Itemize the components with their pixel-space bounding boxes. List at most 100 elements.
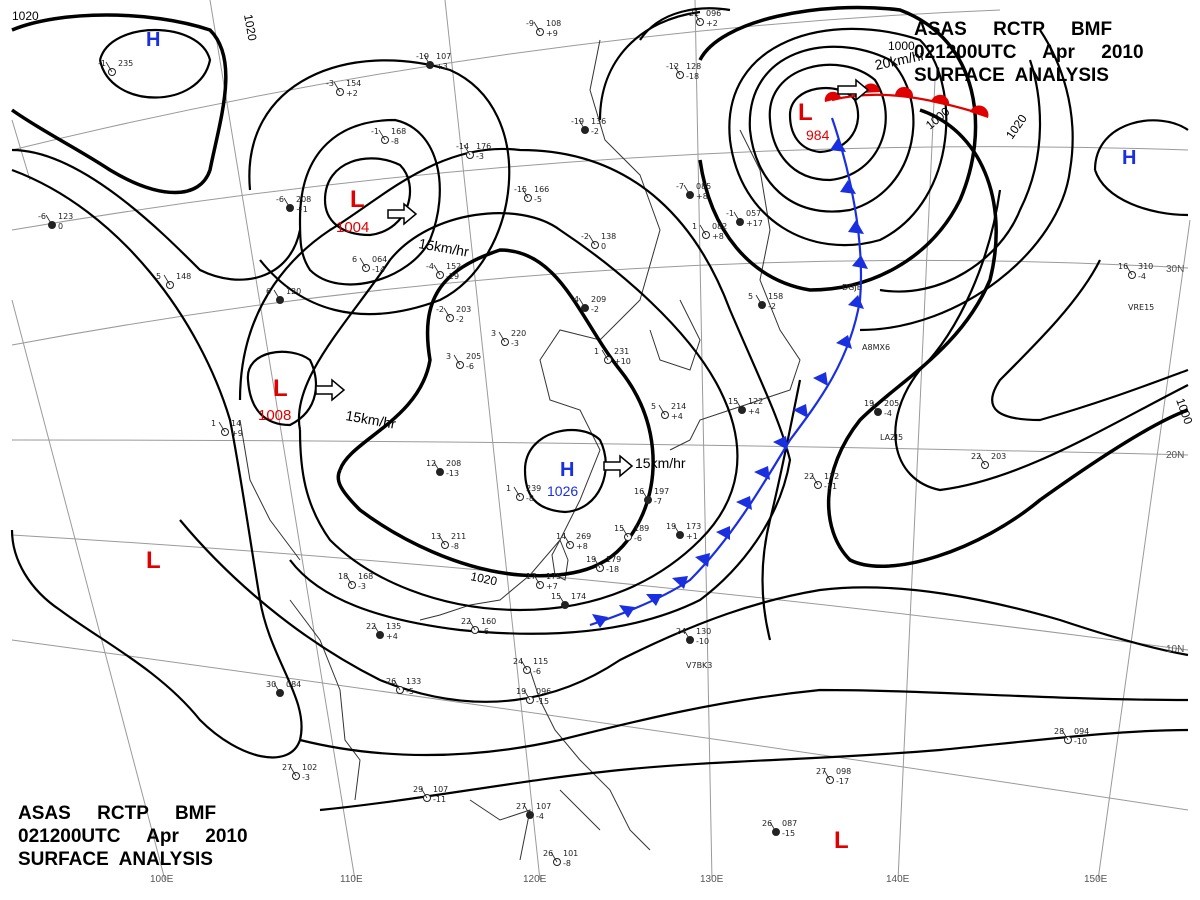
station-plot: 26 087-15	[762, 819, 797, 838]
station-temp: 3	[446, 352, 451, 361]
parallel-10n	[11, 534, 1189, 651]
wind-barb	[273, 289, 281, 301]
station-pressure: 189	[634, 524, 649, 533]
wind-barb	[378, 129, 386, 141]
parallel-0n	[11, 639, 1189, 811]
station-plot: -12 128-18	[666, 62, 701, 81]
station-temp: -19	[571, 117, 584, 126]
isobar-south-2	[299, 688, 1189, 757]
high-ne-symbol: H	[1122, 147, 1136, 169]
lat-label-20n: 20N	[1166, 450, 1184, 461]
station-pressure: 168	[358, 572, 373, 581]
lat-label-30n: 30N	[1166, 264, 1184, 275]
wind-barb	[693, 11, 701, 23]
station-pressure: 205	[466, 352, 481, 361]
isobar-low984-inner	[788, 86, 860, 154]
station-plot: 13 211-8	[431, 532, 466, 551]
coast-korea	[649, 299, 701, 371]
cold-front-tri-12	[716, 526, 730, 540]
coast-china	[419, 39, 661, 621]
station-temp: -2	[581, 232, 589, 241]
station-tendency: -4	[884, 409, 892, 418]
station-tendency: -2	[591, 305, 599, 314]
wind-barb	[769, 821, 777, 833]
wind-barb	[433, 264, 441, 276]
lon-label-130e: 130E	[700, 874, 724, 885]
station-temp: 30	[266, 680, 276, 689]
wind-barb	[558, 594, 566, 606]
isobar-low984-3	[748, 45, 915, 213]
motion-arrow-low-west	[315, 378, 346, 402]
lon-label-150e: 150E	[1084, 874, 1108, 885]
wind-barb	[433, 461, 441, 473]
wind-barb	[978, 454, 986, 466]
station-tendency: -6	[481, 627, 489, 636]
meridian-110e	[209, 0, 356, 881]
station-tendency: -18	[606, 565, 619, 574]
station-temp: 19	[666, 522, 676, 531]
lon-label-120e: 120E	[523, 874, 547, 885]
station-plot: 19 096-15	[516, 687, 551, 706]
station-temp: 22	[461, 617, 471, 626]
isobar-1020-bold-ring	[336, 248, 655, 578]
coast-borneo	[469, 799, 531, 861]
cold-front-tri-15	[646, 594, 662, 606]
station-tendency: -14	[372, 265, 385, 274]
station-pressure: 269	[576, 532, 591, 541]
station-tendency: -18	[686, 72, 699, 81]
station-plot: 5 158-2	[748, 292, 783, 311]
station-temp: -6	[38, 212, 46, 221]
station-plot: 15 189-6	[614, 524, 649, 543]
station-tendency: -11	[824, 482, 837, 491]
station-temp: -1	[726, 209, 734, 218]
station-temp: 1	[692, 222, 697, 231]
low-china-symbol: L	[350, 186, 365, 213]
ship-label-5: V7BK3	[686, 661, 712, 670]
cold-front-tri-16	[619, 605, 635, 618]
station-plot: 5 148	[156, 272, 191, 289]
low-west-value: 1008	[258, 407, 291, 424]
station-tendency: -4	[1138, 272, 1146, 281]
wind-barb	[45, 214, 53, 226]
station-plot: 24 115-6	[513, 657, 548, 676]
station-pressure: 115	[533, 657, 548, 666]
cold-front-tri-14	[672, 576, 688, 589]
station-pressure: 220	[511, 329, 526, 338]
station-tendency: +8	[696, 192, 708, 201]
isobar-low1004-inner	[323, 157, 412, 237]
warm-front-semi-4	[931, 94, 950, 106]
parallel-50n	[11, 9, 1001, 151]
warm-front-semi-3	[895, 86, 914, 97]
station-plot: 27 102-3	[282, 763, 317, 782]
low-sw-symbol: L	[146, 547, 161, 574]
motion-arrow-high-center	[603, 454, 634, 478]
station-temp: 27	[516, 802, 526, 811]
station-plot: -6 208+1	[276, 195, 311, 214]
station-temp: -9	[526, 19, 534, 28]
title-line-3: SURFACE ANALYSIS	[18, 849, 213, 870]
station-pressure: 174	[571, 592, 586, 601]
station-pressure: 098	[836, 767, 851, 776]
station-temp: 29	[413, 785, 423, 794]
station-pressure: 175	[546, 572, 561, 581]
parallel-20n	[11, 439, 1189, 456]
wind-barb	[699, 224, 707, 236]
station-plot: 6 064-14	[352, 255, 387, 274]
lon-label-140e: 140E	[886, 874, 910, 885]
low-west-symbol: L	[273, 375, 288, 402]
wind-barb	[438, 534, 446, 546]
title-line-1: ASAS RCTP BMF	[914, 19, 1113, 40]
station-plot: 3 220-3	[491, 329, 526, 348]
station-tendency: -3	[358, 582, 366, 591]
isobar-east-2	[894, 189, 1189, 492]
wind-barb	[735, 399, 743, 411]
station-plot: 26 101-8	[543, 849, 578, 868]
station-temp: 3	[491, 329, 496, 338]
station-plot: -19 136-2	[571, 117, 606, 136]
isobar-1020-nw-bold	[10, 13, 228, 195]
station-plot: 30 084	[266, 680, 301, 697]
wind-barb	[550, 851, 558, 863]
wind-barb	[273, 682, 281, 694]
